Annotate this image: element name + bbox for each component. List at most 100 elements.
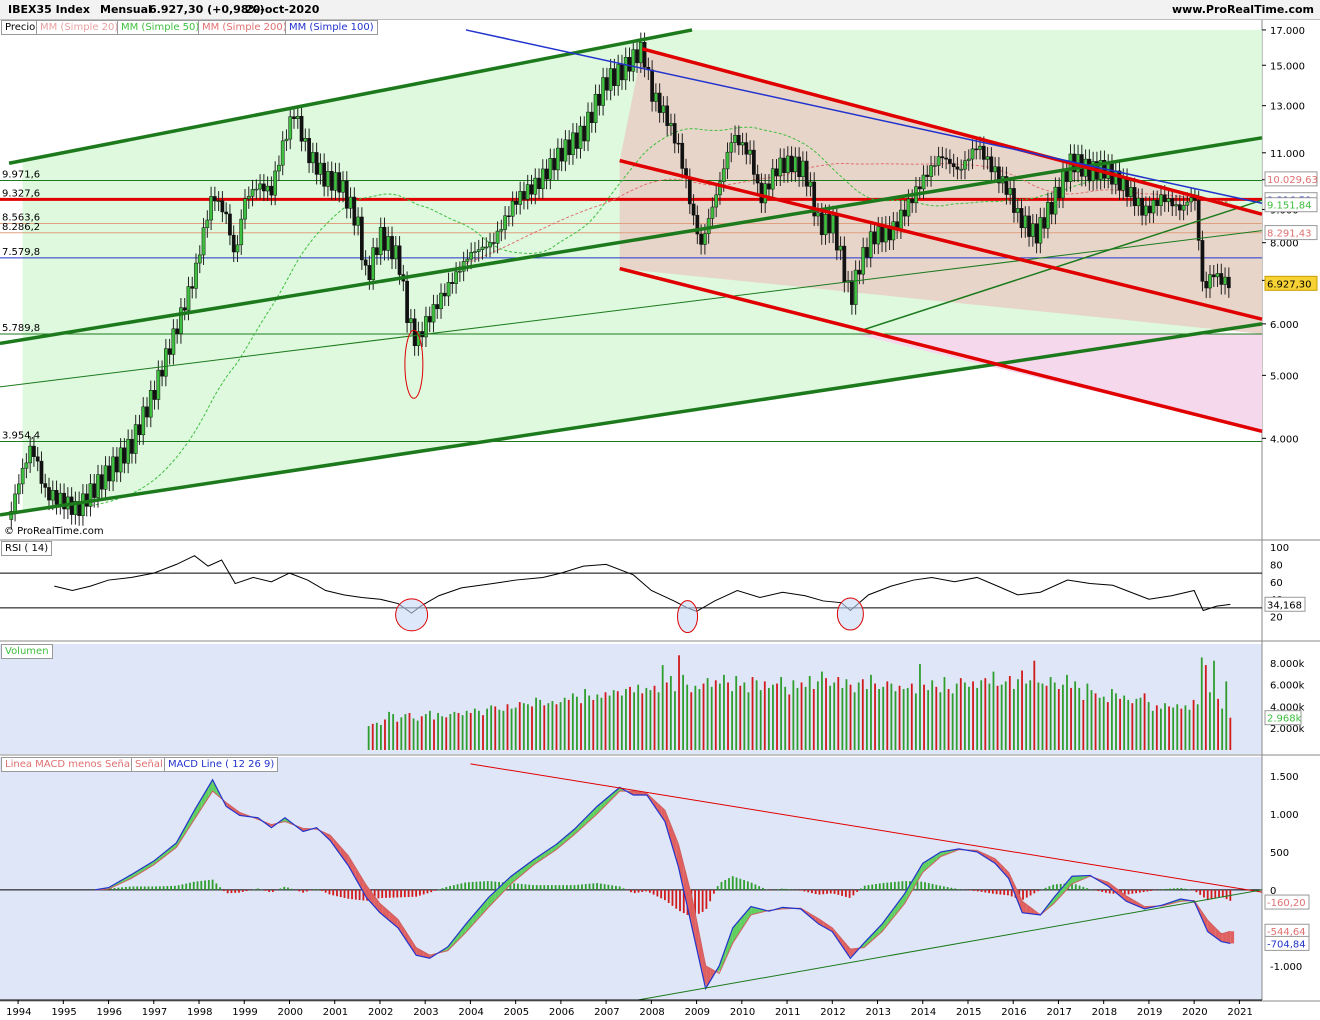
x-tick-label: 2010	[730, 1007, 755, 1018]
candle-body	[1159, 194, 1163, 206]
candle-body	[1219, 273, 1224, 285]
macd-tick-label: 1.500	[1270, 772, 1299, 783]
macd-tag: -160,20	[1264, 894, 1310, 910]
legend-macd-line[interactable]: MACD Line ( 12 26 9)	[164, 757, 279, 772]
macd-band-segment	[408, 935, 413, 950]
macd-histogram-bar	[151, 886, 154, 890]
macd-histogram-bar	[1056, 884, 1058, 890]
macd-histogram-bar	[430, 889, 433, 893]
candle-body	[1208, 274, 1212, 289]
legend-volume[interactable]: Volumen	[1, 644, 53, 659]
candle-body	[454, 271, 458, 284]
volume-bar	[490, 705, 493, 750]
macd-histogram-bar	[584, 884, 587, 890]
legend-ma50[interactable]: MM (Simple 50)	[117, 20, 204, 35]
macd-band-segment	[585, 813, 590, 825]
volume-bar	[1078, 687, 1081, 750]
legend-rsi[interactable]: RSI ( 14)	[1, 541, 53, 556]
price-tag-box	[1264, 275, 1318, 291]
macd-histogram-bar	[905, 881, 908, 890]
volume-bar	[1200, 657, 1203, 750]
macd-histogram-bar	[743, 880, 745, 890]
macd-histogram-bar	[354, 889, 357, 900]
candle-body	[921, 174, 926, 190]
price-circle-marker	[404, 329, 424, 399]
macd-histogram-bar	[302, 889, 304, 893]
macd-histogram-bar	[607, 884, 610, 890]
candle-body	[130, 438, 134, 454]
macd-band-segment	[178, 831, 183, 844]
macd-histogram-bar	[833, 889, 836, 894]
candle-body	[695, 214, 700, 235]
price-tick-label: 15.000	[1270, 61, 1305, 72]
candle-body	[963, 160, 967, 170]
macd-band-segment	[133, 871, 138, 878]
volume-bar	[955, 683, 958, 750]
macd-histogram-bar	[1033, 889, 1036, 894]
level-label-3: 8.286,2	[2, 222, 40, 233]
macd-histogram-bar	[1089, 889, 1092, 890]
legend-price[interactable]: Precio	[1, 20, 40, 35]
volume-bar	[1017, 679, 1019, 750]
legend-signal[interactable]: Señal	[131, 757, 167, 772]
volume-bar	[571, 693, 574, 750]
candle-body	[476, 249, 481, 252]
candle-body	[605, 77, 609, 91]
candle-body	[582, 125, 587, 142]
volume-bar	[486, 708, 488, 750]
x-tick-label: 2016	[1001, 1007, 1026, 1018]
macd-histogram-bar	[513, 883, 516, 890]
legend-ma20[interactable]: MM (Simple 20)	[36, 20, 123, 35]
volume-bar	[629, 686, 631, 750]
trendline-2	[0, 322, 1263, 517]
candle-body	[337, 172, 342, 193]
macd-histogram-bar	[313, 889, 316, 890]
volume-bar	[1045, 685, 1048, 750]
macd-band-segment	[336, 842, 341, 856]
candle-body	[725, 151, 730, 170]
candle-body	[299, 115, 304, 142]
volume-bar	[473, 708, 476, 750]
candle-body	[936, 156, 941, 166]
candle-body	[280, 140, 285, 166]
candle-body	[978, 145, 982, 150]
legend-macd-hist[interactable]: Linea MACD menos Señal	[1, 757, 137, 772]
volume-bar	[441, 716, 444, 750]
candle-body	[552, 158, 556, 171]
macd-histogram-bar	[539, 885, 542, 890]
macd-histogram-bar	[256, 888, 259, 890]
macd-band-segment	[144, 864, 149, 871]
macd-histogram-bar	[290, 888, 293, 890]
macd-band-segment	[721, 948, 726, 969]
macd-histogram-bar	[837, 889, 840, 895]
volume-bar	[1082, 699, 1085, 750]
volume-bar	[890, 683, 893, 750]
site-label[interactable]: www.ProRealTime.com	[1171, 3, 1314, 16]
candle-body	[258, 183, 262, 190]
price-tag-box	[1264, 225, 1318, 241]
candle-body	[1015, 208, 1020, 213]
volume-bar	[551, 701, 554, 750]
volume-bar	[1037, 682, 1040, 750]
macd-histogram-bar	[713, 889, 715, 894]
volume-bar	[972, 681, 974, 750]
macd-band-segment	[1109, 883, 1114, 891]
macd-band-segment	[401, 924, 405, 939]
volume-bar	[682, 674, 685, 750]
period-label[interactable]: Mensual	[100, 3, 152, 16]
legend-ma100[interactable]: MM (Simple 100)	[285, 20, 378, 35]
volume-bar	[1086, 683, 1089, 750]
macd-histogram-bar	[298, 889, 301, 892]
macd-histogram-bar	[697, 889, 700, 914]
volume-bar	[1066, 674, 1068, 750]
price-tick-label: 11.000	[1270, 149, 1305, 160]
volume-bar	[1229, 717, 1232, 750]
volume-bar	[371, 723, 374, 750]
level-label-6: 3.954,4	[2, 431, 40, 442]
volume-bar	[837, 677, 840, 750]
candle-body	[412, 318, 417, 347]
candle-body	[1113, 170, 1118, 185]
volume-bar	[767, 687, 770, 750]
legend-ma200[interactable]: MM (Simple 200)	[198, 20, 291, 35]
